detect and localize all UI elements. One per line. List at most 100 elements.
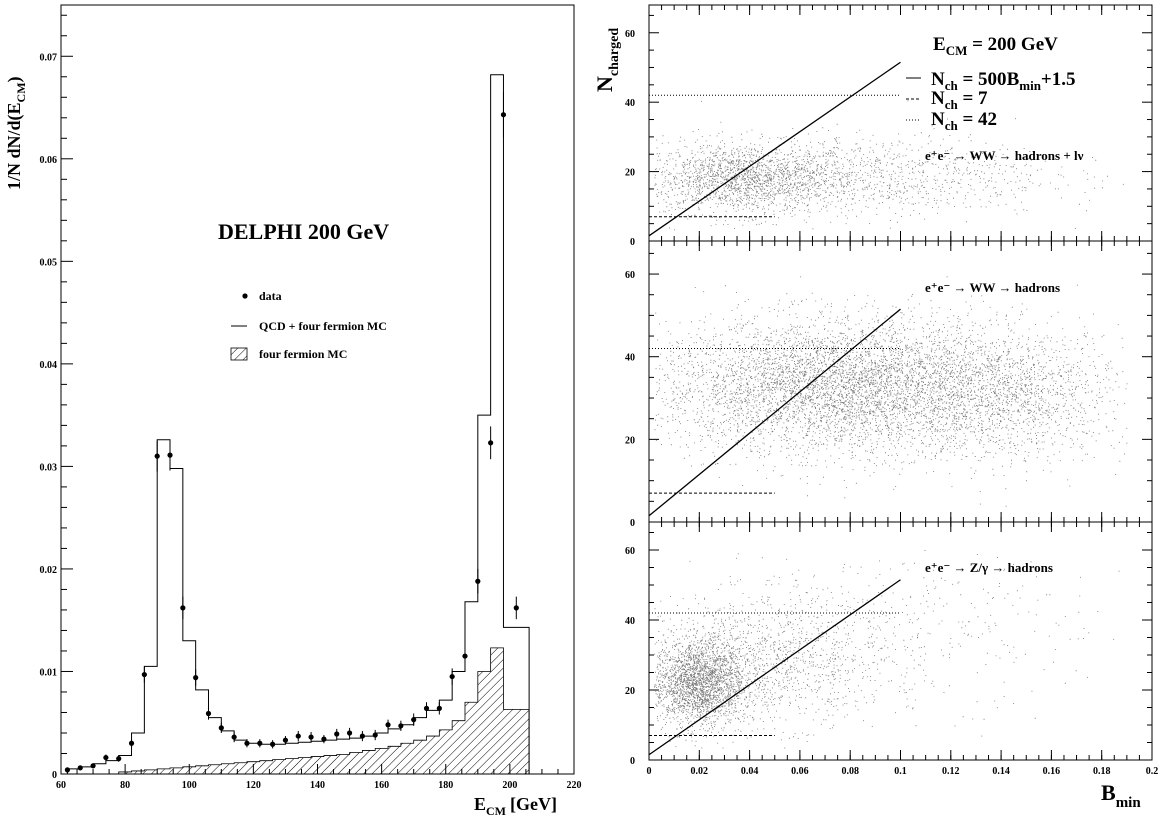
- ff-bar: [195, 765, 209, 774]
- right-x-tick-label: 0.02: [691, 766, 709, 777]
- legend-solid-label: Nch = 500Bmin+1.5: [931, 69, 1076, 93]
- ff-bar: [503, 709, 517, 774]
- data-point: [231, 731, 237, 743]
- ff-bar: [221, 763, 235, 774]
- data-point: [205, 707, 212, 720]
- ff-bar: [490, 647, 504, 774]
- legend-ff-label: four fermion MC: [259, 347, 347, 361]
- left-y-tick-label: 0.04: [40, 360, 58, 371]
- right-x-tick-label: 0.04: [741, 766, 759, 777]
- mc-histogram-line: [66, 74, 530, 774]
- scatter-points: [654, 550, 1120, 749]
- ff-outline: [67, 647, 530, 775]
- energy-histogram: 60 80 100 120 140 160 180 200 220 0 0.01 0.02 0.03 0.…: [4, 4, 582, 817]
- left-x-tick-label: 160: [374, 780, 389, 791]
- data-point: [321, 735, 327, 744]
- right-x-tick-label: 0.2: [1146, 766, 1159, 777]
- data-point: [385, 719, 391, 730]
- right-y-tick-label: 20: [625, 435, 635, 446]
- data-point: [295, 730, 301, 742]
- right-x-tick-label: 0.14: [992, 766, 1010, 777]
- data-point: [372, 729, 378, 741]
- left-x-tick-label: 200: [502, 780, 517, 791]
- left-x-tick-label: 140: [310, 780, 325, 791]
- left-y-tick-label: 0.05: [40, 257, 58, 268]
- scatter-points: [654, 276, 1128, 507]
- right-y-tick-label: 0: [630, 518, 635, 529]
- data-point: [77, 765, 83, 771]
- data-point: [116, 755, 122, 762]
- ff-bar: [336, 754, 350, 774]
- left-x-tick-label: 100: [182, 780, 197, 791]
- right-x-tick-label: 0.16: [1043, 766, 1061, 777]
- right-y-tick-label: 20: [625, 686, 635, 697]
- right-y-tick-label: 40: [625, 98, 635, 109]
- ff-bar: [464, 702, 478, 774]
- right-y-tick-label: 40: [625, 616, 635, 627]
- ff-bar: [259, 760, 273, 774]
- ff-bar: [157, 768, 171, 774]
- data-point: [411, 713, 417, 726]
- left-x-tick-label: 120: [246, 780, 261, 791]
- right-x-tick-label: 0.18: [1093, 766, 1111, 777]
- data-point: [334, 728, 340, 740]
- right-y-tick-label: 60: [625, 29, 635, 40]
- left-x-tick-label: 180: [438, 780, 453, 791]
- left-y-tick-label: 0.07: [40, 52, 58, 63]
- left-x-tick-label: 220: [567, 780, 582, 791]
- left-x-tick-label: 80: [120, 780, 130, 791]
- data-point: [308, 731, 314, 743]
- data-point: [64, 767, 71, 773]
- data-point: [103, 754, 109, 761]
- ff-bar: [323, 755, 337, 774]
- ff-bar: [208, 764, 222, 774]
- data-point: [257, 739, 263, 748]
- legend-dotted-label: Nch = 42: [931, 109, 997, 133]
- data-point: [423, 702, 430, 715]
- data-point: [282, 736, 289, 745]
- right-y-tick-label: 0: [630, 237, 635, 248]
- scatter-panels: 0 20 40 60 0 20 40 60 0 20 40 60 0 0.02 0.04 0.06 0.08 0.…: [592, 4, 1159, 811]
- data-point: [500, 92, 507, 138]
- data-point: [436, 702, 442, 715]
- legend-data-marker: [242, 293, 248, 299]
- right-x-axis-label: Bmin: [1101, 780, 1141, 811]
- left-legend: data QCD + four fermion MC four fermion …: [230, 289, 387, 361]
- right-x-tick-label: 0.12: [942, 766, 960, 777]
- data-point: [488, 426, 494, 460]
- cut-line-solid: [648, 579, 901, 756]
- data-point: [154, 440, 160, 472]
- legend-mc-label: QCD + four fermion MC: [259, 319, 387, 333]
- right-ecm-header: ECM = 200 GeV: [933, 34, 1058, 58]
- data-point: [346, 727, 353, 739]
- panel-1-label: e⁺e⁻ → WW → hadrons + lν: [925, 148, 1084, 163]
- right-x-tick-label: 0: [647, 766, 652, 777]
- right-y-tick-label: 40: [625, 353, 635, 364]
- left-chart-title: DELPHI 200 GeV: [218, 219, 389, 244]
- cut-line-solid: [648, 61, 901, 237]
- ff-bar: [272, 759, 286, 774]
- right-x-tick-label: 0.1: [894, 766, 907, 777]
- ff-bar: [375, 748, 389, 774]
- data-point: [398, 720, 404, 731]
- ff-bar: [477, 671, 491, 774]
- right-x-tick-label: 0.06: [791, 766, 809, 777]
- data-point: [218, 722, 224, 733]
- left-x-axis-label: ECM [GeV]: [474, 794, 557, 817]
- left-y-tick-label: 0.02: [40, 565, 58, 576]
- ff-bar: [285, 758, 299, 774]
- data-point: [128, 739, 135, 748]
- right-y-tick-label: 0: [630, 756, 635, 767]
- data-point: [513, 596, 519, 620]
- data-point: [90, 763, 96, 769]
- ff-bar: [170, 767, 183, 774]
- ff-bar: [452, 720, 465, 774]
- ff-bar: [400, 743, 414, 774]
- right-legend: Nch = 500Bmin+1.5 Nch = 7 Nch = 42: [906, 69, 1076, 133]
- panel-3-label: e⁺e⁻ → Z/γ → hadrons: [925, 560, 1053, 575]
- data-point: [193, 669, 199, 686]
- data-point: [180, 596, 186, 620]
- ff-bar: [516, 709, 530, 774]
- ff-bar: [439, 729, 453, 774]
